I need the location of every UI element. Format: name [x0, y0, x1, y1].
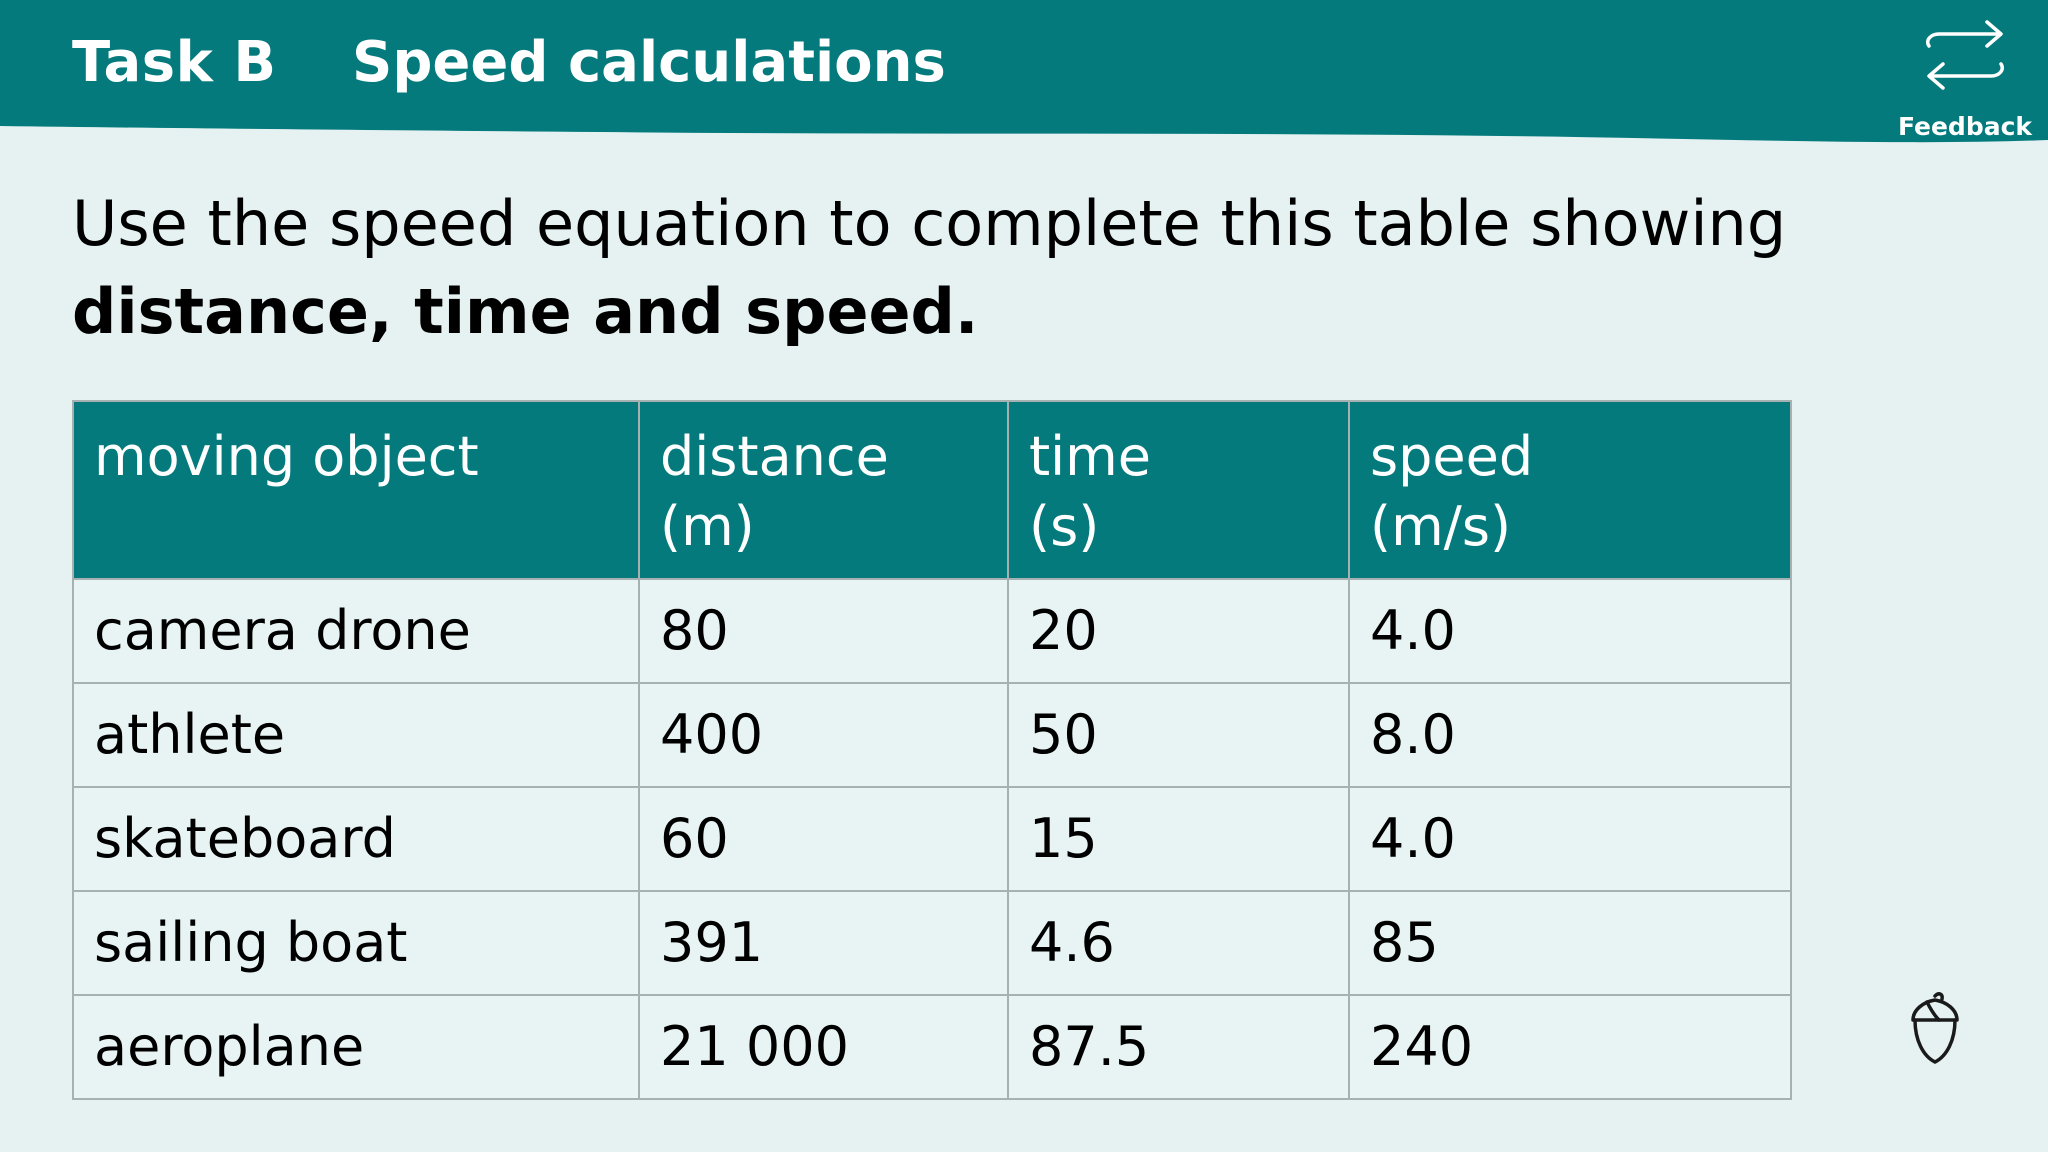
cell-object: athlete — [72, 682, 640, 788]
header-moving-object: moving object — [72, 400, 640, 580]
instruction-text: Use the speed equation to complete this … — [72, 180, 1832, 356]
cell-time: 15 — [1007, 786, 1350, 892]
feedback-label: Feedback — [1897, 112, 2033, 141]
cell-speed: 4.0 — [1348, 786, 1792, 892]
cell-distance: 400 — [638, 682, 1009, 788]
header-background — [0, 0, 2048, 143]
table-row: athlete 400 50 8.0 — [72, 682, 1792, 788]
cell-object: skateboard — [72, 786, 640, 892]
table-row: skateboard 60 15 4.0 — [72, 786, 1792, 892]
task-label: Task B — [72, 30, 277, 95]
cell-distance: 391 — [638, 890, 1009, 996]
header-banner: Task B Speed calculations Feedback — [0, 0, 2048, 150]
cell-time: 20 — [1007, 578, 1350, 684]
cell-object: aeroplane — [72, 994, 640, 1100]
table-row: sailing boat 391 4.6 85 — [72, 890, 1792, 996]
feedback-button[interactable]: Feedback — [1895, 16, 2035, 141]
cell-time: 50 — [1007, 682, 1350, 788]
cell-distance: 80 — [638, 578, 1009, 684]
cell-distance: 21 000 — [638, 994, 1009, 1100]
speed-table: moving object distance (m) time (s) spee… — [72, 400, 1792, 1100]
cell-time: 4.6 — [1007, 890, 1350, 996]
cell-object: sailing boat — [72, 890, 640, 996]
table-header-row: moving object distance (m) time (s) spee… — [72, 400, 1792, 580]
cell-speed: 240 — [1348, 994, 1792, 1100]
swap-arrows-icon — [1926, 20, 2004, 90]
instruction-line-1: Use the speed equation to complete this … — [72, 187, 1787, 260]
page-title: Speed calculations — [352, 30, 946, 95]
cell-distance: 60 — [638, 786, 1009, 892]
cell-speed: 85 — [1348, 890, 1792, 996]
table-row: aeroplane 21 000 87.5 240 — [72, 994, 1792, 1100]
cell-speed: 4.0 — [1348, 578, 1792, 684]
instruction-line-2: distance, time and speed. — [72, 275, 979, 348]
acorn-icon — [1911, 992, 1959, 1064]
cell-speed: 8.0 — [1348, 682, 1792, 788]
header-time: time (s) — [1007, 400, 1350, 580]
cell-time: 87.5 — [1007, 994, 1350, 1100]
cell-object: camera drone — [72, 578, 640, 684]
table-row: camera drone 80 20 4.0 — [72, 578, 1792, 684]
header-distance: distance (m) — [638, 400, 1009, 580]
header-speed: speed (m/s) — [1348, 400, 1792, 580]
